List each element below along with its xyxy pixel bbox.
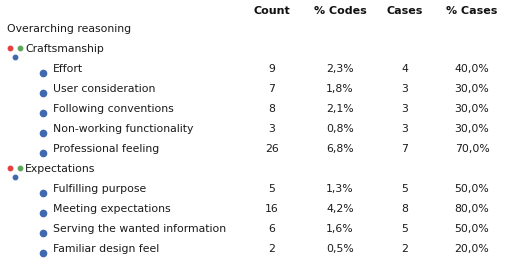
Text: 1,8%: 1,8% [326, 84, 354, 94]
Text: 2,1%: 2,1% [326, 104, 354, 114]
Text: Expectations: Expectations [25, 164, 96, 174]
Text: % Codes: % Codes [313, 6, 366, 16]
Text: 70,0%: 70,0% [455, 144, 489, 154]
Text: 80,0%: 80,0% [455, 204, 489, 214]
Text: 6,8%: 6,8% [326, 144, 354, 154]
Text: 7: 7 [402, 144, 408, 154]
Text: 0,5%: 0,5% [326, 244, 354, 254]
Text: 8: 8 [402, 204, 408, 214]
Text: 2: 2 [402, 244, 408, 254]
Text: 5: 5 [269, 184, 276, 194]
Text: 0,8%: 0,8% [326, 124, 354, 134]
Text: 4,2%: 4,2% [326, 204, 354, 214]
Text: Familiar design feel: Familiar design feel [53, 244, 159, 254]
Text: Fulfilling purpose: Fulfilling purpose [53, 184, 146, 194]
Text: 30,0%: 30,0% [455, 84, 489, 94]
Text: 3: 3 [402, 104, 408, 114]
Text: 30,0%: 30,0% [455, 104, 489, 114]
Text: 26: 26 [265, 144, 279, 154]
Text: 8: 8 [269, 104, 276, 114]
Text: Following conventions: Following conventions [53, 104, 174, 114]
Text: 3: 3 [269, 124, 276, 134]
Text: Overarching reasoning: Overarching reasoning [7, 24, 131, 34]
Text: 5: 5 [402, 184, 408, 194]
Text: Cases: Cases [387, 6, 423, 16]
Text: Professional feeling: Professional feeling [53, 144, 159, 154]
Text: 9: 9 [269, 64, 276, 74]
Text: 7: 7 [269, 84, 276, 94]
Text: Non-working functionality: Non-working functionality [53, 124, 193, 134]
Text: 5: 5 [402, 224, 408, 234]
Text: 3: 3 [402, 84, 408, 94]
Text: 50,0%: 50,0% [455, 224, 489, 234]
Text: 4: 4 [402, 64, 408, 74]
Text: 3: 3 [402, 124, 408, 134]
Text: User consideration: User consideration [53, 84, 155, 94]
Text: 16: 16 [265, 204, 279, 214]
Text: 30,0%: 30,0% [455, 124, 489, 134]
Text: Count: Count [254, 6, 290, 16]
Text: 40,0%: 40,0% [455, 64, 489, 74]
Text: Craftsmanship: Craftsmanship [25, 44, 104, 54]
Text: 2: 2 [269, 244, 276, 254]
Text: Serving the wanted information: Serving the wanted information [53, 224, 226, 234]
Text: 50,0%: 50,0% [455, 184, 489, 194]
Text: 6: 6 [269, 224, 276, 234]
Text: 2,3%: 2,3% [326, 64, 354, 74]
Text: Effort: Effort [53, 64, 83, 74]
Text: % Cases: % Cases [446, 6, 498, 16]
Text: 1,6%: 1,6% [326, 224, 354, 234]
Text: Meeting expectations: Meeting expectations [53, 204, 171, 214]
Text: 20,0%: 20,0% [455, 244, 489, 254]
Text: 1,3%: 1,3% [326, 184, 354, 194]
